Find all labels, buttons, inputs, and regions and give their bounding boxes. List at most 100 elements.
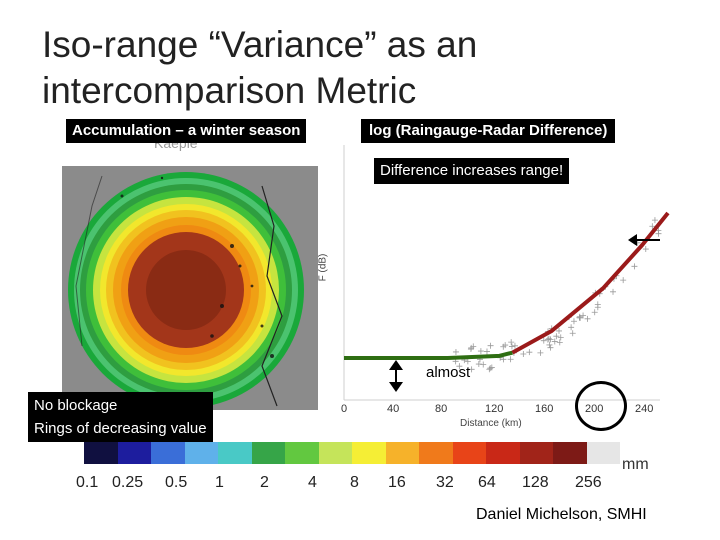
plot-x-label: Distance (km) [460,418,522,429]
gauge-point [620,277,627,284]
gauge-point [649,223,656,230]
banner-log-difference: log (Raingauge-Radar Difference) [361,119,616,143]
gauge-point [456,363,463,370]
colorbar-swatch [352,442,386,464]
colorbar-label: 64 [478,474,496,491]
author-credit: Daniel Michelson, SMHI [476,506,647,523]
colorbar-label: 1 [215,474,224,491]
gauge-point [487,365,494,372]
rising-segment-line [511,211,670,355]
gauge-point [651,217,658,224]
colorbar-swatch [285,442,319,464]
gauge-point [594,301,601,308]
rings-line: Rings of decreasing value [34,420,207,437]
colorbar-swatch [151,442,185,464]
radar-accumulation-image [62,166,318,410]
plot-x-tick: 0 [341,403,348,415]
gauge-point [537,349,544,356]
gauge-point [591,309,598,316]
gauge-point [475,361,482,368]
gauge-point [508,339,515,346]
colorbar-label: 256 [575,474,602,491]
arrow-left-icon [628,234,660,246]
colorbar-swatch [117,442,151,464]
gauge-point [557,334,564,341]
gauge-point [477,348,484,355]
colorbar-swatch [251,442,285,464]
gauge-point [500,356,507,363]
colorbar-swatch [318,442,352,464]
plot-x-tick: 40 [387,403,400,415]
almost-annotation: almost [426,364,471,381]
radar-rings [62,166,318,410]
title-line-1: Iso-range “Variance” as an [42,24,478,65]
gauge-point [511,342,518,349]
colorbar-swatch [519,442,553,464]
colorbar-swatch [452,442,486,464]
tick-200-highlight-circle [575,381,627,431]
gauge-point [551,338,558,345]
colorbar-swatch [84,442,118,464]
colorbar-swatch [486,442,520,464]
gauge-point [580,312,587,319]
gauge-point [642,246,649,253]
plot-x-tick: 160 [535,403,554,415]
gauge-point [486,366,493,373]
colorbar-units: mm [622,456,649,473]
gauge-point [569,330,576,337]
gauge-point [480,361,487,368]
colorbar-swatch [586,442,620,464]
gauge-point [545,335,552,342]
gauge-point [584,315,591,322]
gauge-point [470,343,477,350]
title-line-2: intercomparison Metric [42,70,417,111]
flat-segment-line [344,350,513,360]
colorbar-label: 16 [388,474,406,491]
gauge-point [500,343,507,350]
colorbar-swatch [184,442,218,464]
colorbar-label: 0.5 [165,474,188,491]
gauge-point [610,288,617,295]
colorbar-label: 0.25 [112,474,144,491]
gauge-point [468,366,475,373]
gauge-point [546,341,553,348]
gauge-point [576,313,583,320]
gauge-point [464,358,471,365]
gauge-point [547,336,554,343]
colorbar-swatch [553,442,587,464]
gauge-point [553,333,560,340]
gauge-point [487,342,494,349]
plot-x-tick: 80 [435,403,448,415]
gauge-point [570,318,577,325]
no-blockage-note: No blockage Rings of decreasing value [28,392,213,442]
colorbar-label: 4 [308,474,317,491]
no-blockage-line: No blockage [34,397,118,414]
colorbar-swatch [419,442,453,464]
gauge-point [631,263,638,270]
callout-range: Difference increases range! [374,158,570,184]
gauge-point [452,348,459,355]
gauge-point [556,339,563,346]
colorbar [84,442,620,464]
colorbar-swatch [218,442,252,464]
plot-y-label: F (dB) [317,253,329,282]
plot-x-tick: 120 [485,403,504,415]
gauge-point [556,327,563,334]
gauge-point [655,227,662,234]
gauge-point [526,349,533,356]
gauge-point [508,343,515,350]
gauge-point [520,351,527,358]
colorbar-label: 8 [350,474,359,491]
banner-accumulation: Accumulation – a winter season [66,119,307,143]
colorbar-label: 2 [260,474,269,491]
gauge-point [568,324,575,331]
gauge-point [547,344,554,351]
colorbar-label: 128 [522,474,549,491]
colorbar-swatch [385,442,419,464]
gauge-point [507,356,514,363]
slide-title: Iso-range “Variance” as an intercomparis… [42,22,682,114]
colorbar-label: 0.1 [76,474,99,491]
double-arrow-icon [389,360,403,392]
plot-x-tick: 240 [635,403,654,415]
gauge-point [540,337,547,344]
